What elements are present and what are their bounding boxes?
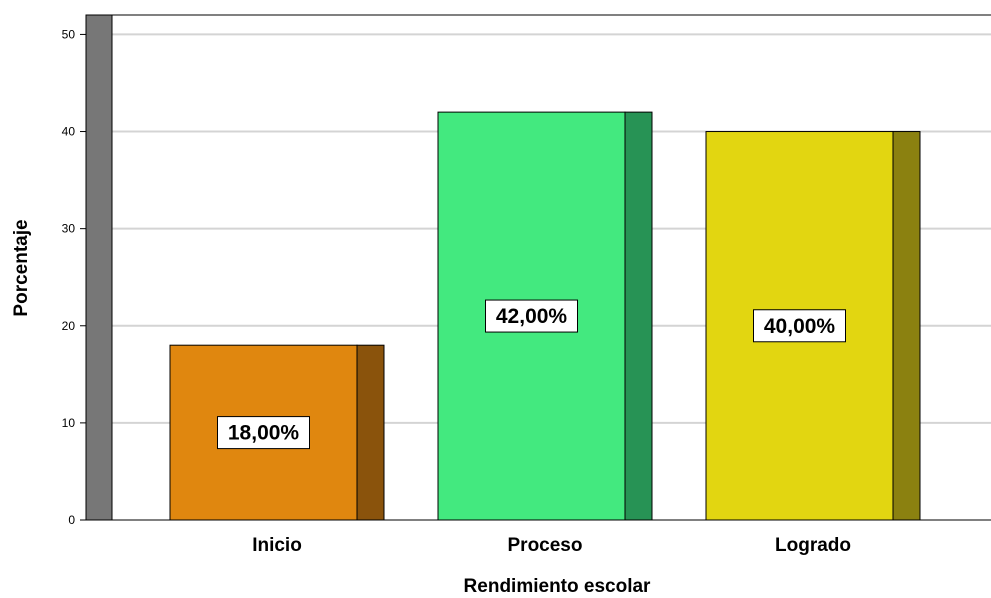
y-tick-label: 50 [62, 27, 76, 41]
data-label-box [217, 416, 310, 450]
x-tick-label: Logrado [775, 535, 851, 556]
bar-side [356, 344, 385, 521]
back-wall [85, 14, 113, 521]
bars: 18,00% 42,00% 40,00% [169, 111, 921, 521]
data-label: 40,00% [764, 315, 836, 338]
y-axis-title: Porcentaje [11, 219, 32, 316]
data-label-box [753, 309, 846, 343]
data-label-box [485, 299, 578, 333]
bar-side [892, 131, 921, 521]
y-tick-label: 0 [68, 513, 75, 527]
data-label: 18,00% [228, 422, 300, 445]
y-tick-label: 10 [62, 416, 76, 430]
x-tick-label: Proceso [508, 535, 583, 556]
x-axis-tick-labels: Inicio Proceso Logrado [252, 535, 851, 556]
x-tick-label: Inicio [252, 535, 302, 556]
y-tick-label: 20 [62, 319, 76, 333]
bar-group: 18,00% [169, 344, 385, 521]
bar-group: 40,00% [705, 131, 921, 521]
x-axis-title: Rendimiento escolar [464, 576, 651, 597]
y-axis-ticks: 0 10 20 30 40 50 [62, 27, 86, 527]
data-label: 42,00% [496, 305, 568, 328]
bar-group: 42,00% [437, 111, 653, 521]
bar-side [624, 111, 653, 521]
y-tick-label: 40 [62, 125, 76, 139]
y-tick-label: 30 [62, 222, 76, 236]
